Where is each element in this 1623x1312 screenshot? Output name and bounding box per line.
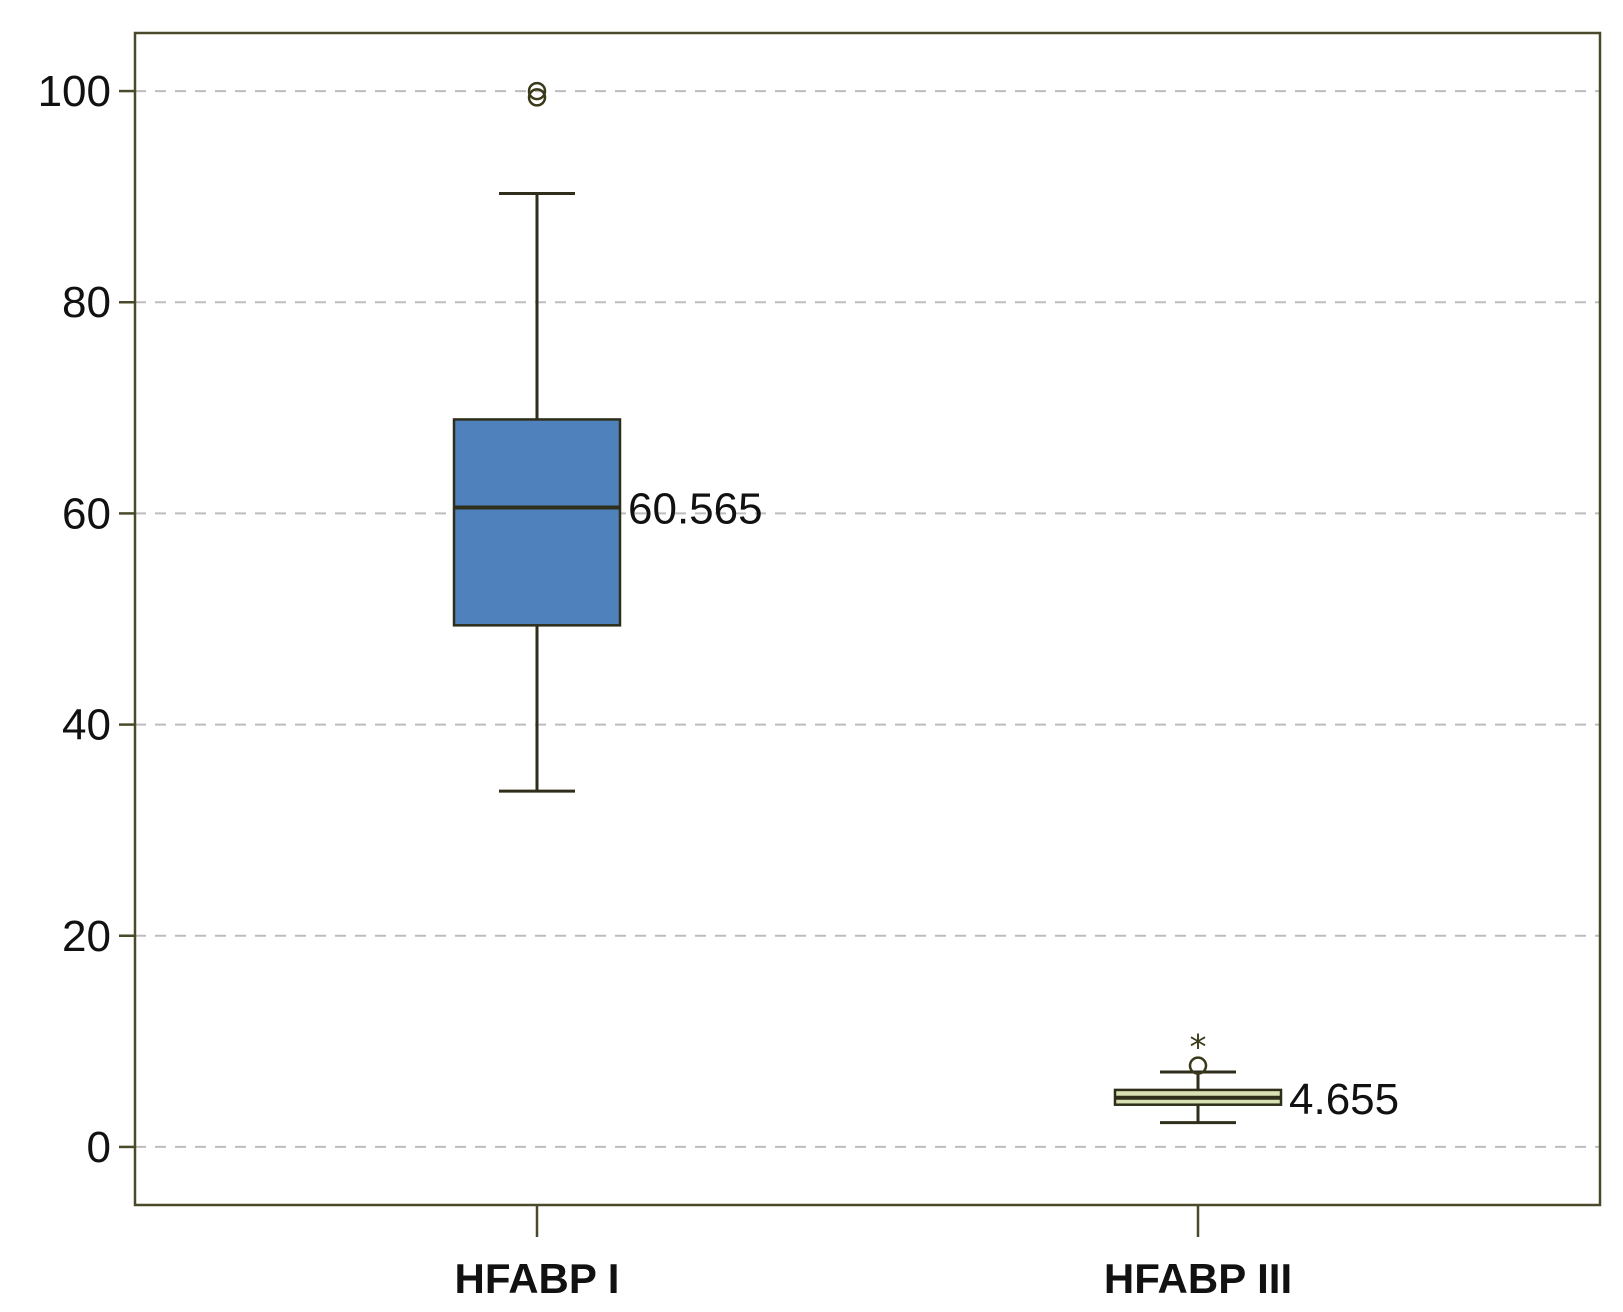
median-value-label: 4.655	[1289, 1075, 1399, 1124]
extreme-point: *	[1190, 1028, 1207, 1068]
boxes: 60.565 4.655 *	[452, 81, 1399, 1125]
x-axis: HFABP I HFABP III	[455, 1205, 1292, 1302]
y-tick-label: 20	[62, 912, 111, 961]
outlier-point	[527, 88, 547, 107]
outlier-point	[527, 81, 547, 101]
x-category-label: HFABP I	[455, 1255, 620, 1302]
plot-frame	[133, 31, 1602, 1207]
y-tick-label: 0	[87, 1123, 111, 1172]
y-tick-label: 40	[62, 701, 111, 750]
x-category-label: HFABP III	[1104, 1255, 1292, 1302]
y-tick-label: 60	[62, 489, 111, 538]
box-group-1: 60.565	[452, 81, 763, 793]
box-group-2: 4.655 *	[1113, 1028, 1399, 1125]
y-tick-label: 80	[62, 278, 111, 327]
y-tick-label: 100	[38, 67, 111, 116]
iqr-box	[452, 418, 622, 627]
gridlines	[135, 90, 1600, 1148]
y-axis: 0 20 40 60 80 100	[38, 67, 135, 1172]
outlier-point	[1188, 1056, 1208, 1075]
median-value-label: 60.565	[628, 484, 763, 533]
